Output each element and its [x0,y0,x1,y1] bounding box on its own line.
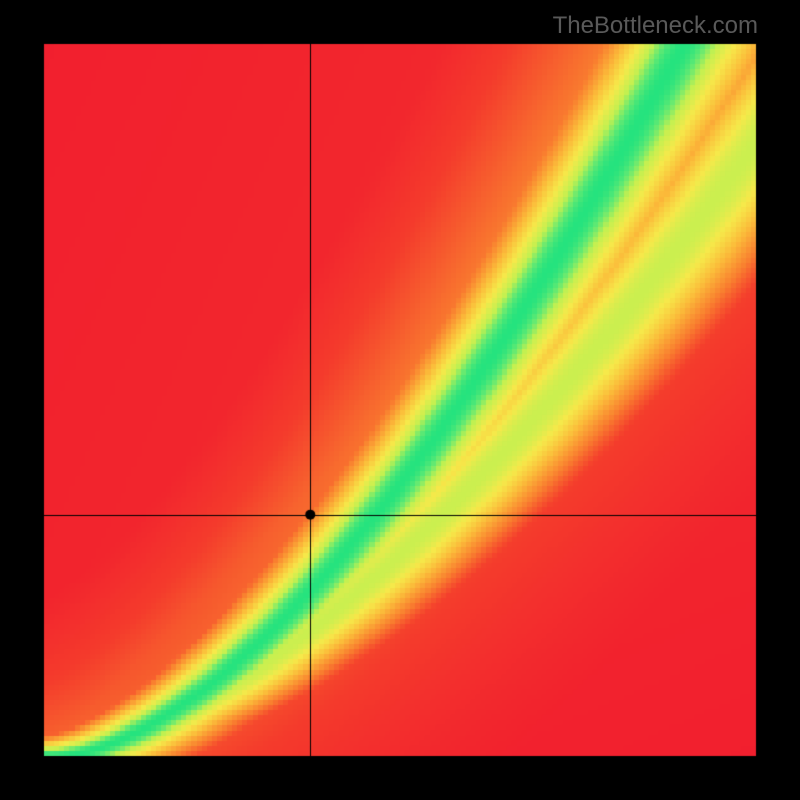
chart-container: TheBottleneck.com [0,0,800,800]
bottleneck-heatmap-canvas [0,0,800,800]
watermark-text: TheBottleneck.com [553,12,758,40]
